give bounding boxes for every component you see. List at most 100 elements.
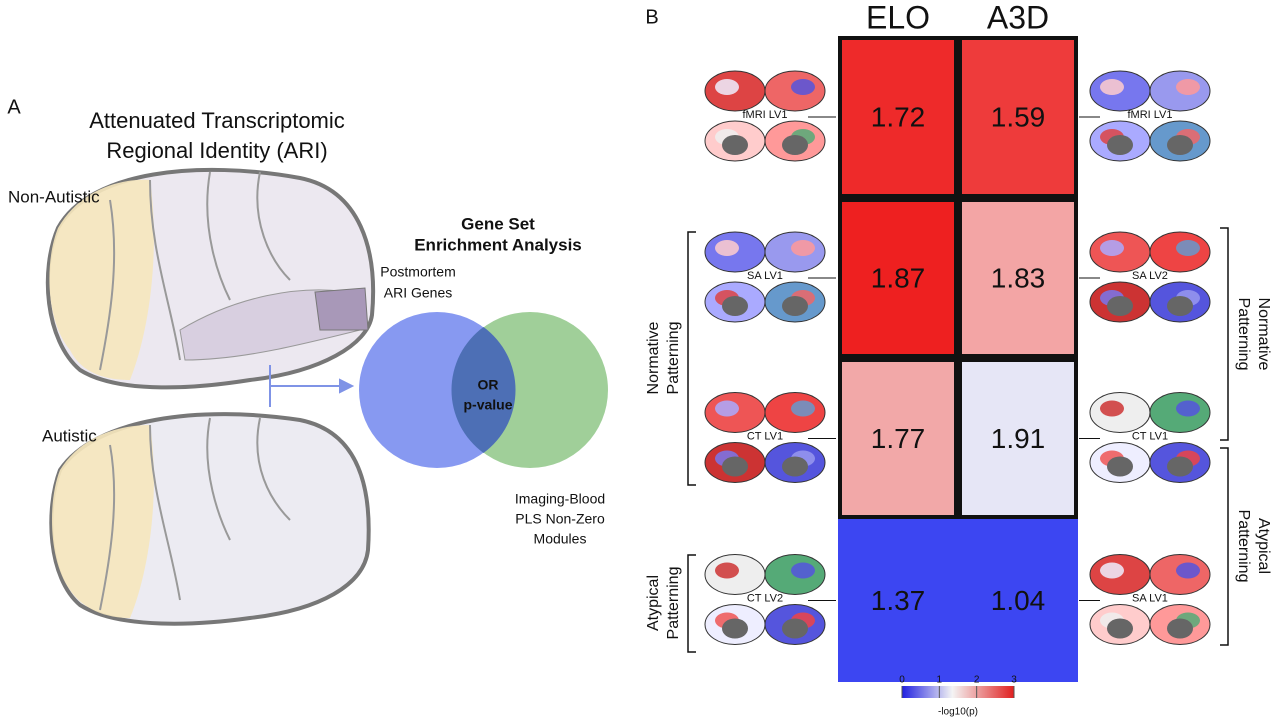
bracket-label-line: Normative bbox=[1255, 298, 1272, 371]
medial-wall bbox=[722, 296, 748, 316]
heatmap-cell bbox=[958, 358, 1078, 519]
brain-patch bbox=[715, 240, 739, 256]
medial-wall bbox=[782, 618, 808, 639]
brain-patch bbox=[1100, 79, 1124, 95]
cell-value: 1.59 bbox=[991, 101, 1046, 132]
brain-patch bbox=[715, 562, 739, 579]
medial-wall bbox=[1167, 296, 1193, 316]
medial-wall bbox=[722, 135, 748, 155]
row-label-right: CT LV1 bbox=[1132, 430, 1168, 442]
cell-outline bbox=[838, 358, 958, 519]
group-label: Non-Autistic bbox=[8, 187, 100, 206]
bracket bbox=[687, 554, 696, 653]
bracket bbox=[687, 231, 696, 486]
cell-outline bbox=[958, 358, 1078, 519]
colorbar-tick-label: 1 bbox=[937, 675, 943, 686]
bracket-label-line: Patterning bbox=[665, 567, 682, 640]
cell-outline bbox=[838, 198, 958, 358]
venn-right-label: PLS Non-Zero bbox=[515, 511, 605, 527]
medial-wall bbox=[1107, 296, 1133, 316]
panel-label: B bbox=[645, 6, 658, 28]
venn-title: Enrichment Analysis bbox=[414, 235, 582, 254]
brain-thumbnail bbox=[704, 554, 826, 645]
medial-wall bbox=[722, 456, 748, 477]
cell-value: 1.83 bbox=[991, 262, 1046, 293]
column-header: A3D bbox=[987, 0, 1049, 35]
heatmap-cell bbox=[838, 36, 958, 198]
brain-thumbnail bbox=[1089, 392, 1211, 483]
colorbar-tick-label: 3 bbox=[1011, 675, 1017, 686]
bracket bbox=[1220, 227, 1229, 441]
venn-left-label: Postmortem bbox=[380, 264, 455, 280]
cell-value: 1.91 bbox=[991, 423, 1046, 454]
bracket-label-line: Atypical bbox=[1255, 518, 1272, 574]
row-label-left: CT LV2 bbox=[747, 592, 783, 604]
medial-wall bbox=[782, 296, 808, 316]
venn-center-label: p-value bbox=[463, 397, 512, 413]
brain-autistic bbox=[49, 412, 371, 626]
brain-thumbnail bbox=[704, 231, 826, 323]
brain-patch bbox=[1100, 400, 1124, 417]
brain-thumbnail bbox=[704, 70, 826, 162]
heatmap-cell bbox=[838, 198, 958, 358]
brain-patch bbox=[715, 79, 739, 95]
title-line: Attenuated Transcriptomic bbox=[89, 108, 345, 133]
venn-overlap bbox=[451, 327, 516, 453]
brain-patch bbox=[791, 79, 815, 95]
title-line: Regional Identity (ARI) bbox=[106, 138, 327, 163]
venn-left-label: ARI Genes bbox=[384, 285, 452, 301]
venn-right-label: Imaging-Blood bbox=[515, 491, 605, 507]
cell-outline bbox=[958, 198, 1078, 358]
brain-patch bbox=[791, 562, 815, 579]
brain-patch bbox=[791, 240, 815, 256]
panel-label: A bbox=[7, 96, 21, 118]
cell-value: 1.04 bbox=[991, 585, 1046, 616]
heatmap-cell bbox=[958, 198, 1078, 358]
brain-patch bbox=[1176, 79, 1200, 95]
row-label-left: CT LV1 bbox=[747, 430, 783, 442]
medial-wall bbox=[782, 135, 808, 155]
cell-value: 1.87 bbox=[871, 262, 926, 293]
cell-value: 1.72 bbox=[871, 101, 926, 132]
heatmap-cell bbox=[958, 519, 1078, 682]
row-label-right: fMRI LV1 bbox=[1127, 109, 1172, 121]
row-label-left: fMRI LV1 bbox=[742, 109, 787, 121]
venn-center-label: OR bbox=[478, 377, 499, 393]
colorbar-tick-label: 2 bbox=[974, 675, 980, 686]
brain-patch bbox=[715, 400, 739, 417]
brain-patch bbox=[1100, 240, 1124, 256]
brain-patch bbox=[1176, 400, 1200, 417]
medial-wall bbox=[1167, 618, 1193, 639]
brain-patch bbox=[791, 400, 815, 417]
venn-title: Gene Set bbox=[461, 214, 535, 233]
brain-thumbnail bbox=[1089, 70, 1211, 162]
medial-wall bbox=[1107, 618, 1133, 639]
brain-patch bbox=[1176, 562, 1200, 579]
heatmap-cell bbox=[838, 358, 958, 519]
medial-wall bbox=[1107, 456, 1133, 477]
row-label-left: SA LV1 bbox=[747, 270, 783, 282]
brain-non-autistic bbox=[45, 167, 376, 390]
venn-right-label: Modules bbox=[534, 531, 587, 547]
row-label-right: SA LV2 bbox=[1132, 270, 1168, 282]
row-label-right: SA LV1 bbox=[1132, 592, 1168, 604]
medial-wall bbox=[782, 456, 808, 477]
bracket bbox=[1220, 447, 1229, 646]
cell-outline bbox=[838, 36, 958, 198]
brain-patch bbox=[1176, 240, 1200, 256]
bracket-label-line: Normative bbox=[645, 321, 662, 394]
colorbar-tick-label: 0 bbox=[899, 675, 905, 686]
cell-value: 1.37 bbox=[871, 585, 926, 616]
colorbar-label: -log10(p) bbox=[938, 707, 978, 718]
heatmap-cell bbox=[838, 519, 958, 682]
bracket-label-line: Patterning bbox=[1235, 298, 1252, 371]
bracket-label-line: Patterning bbox=[1235, 510, 1252, 583]
brain-patch bbox=[1100, 562, 1124, 579]
medial-wall bbox=[1107, 135, 1133, 155]
cell-outline bbox=[958, 36, 1078, 198]
medial-wall bbox=[1167, 456, 1193, 477]
